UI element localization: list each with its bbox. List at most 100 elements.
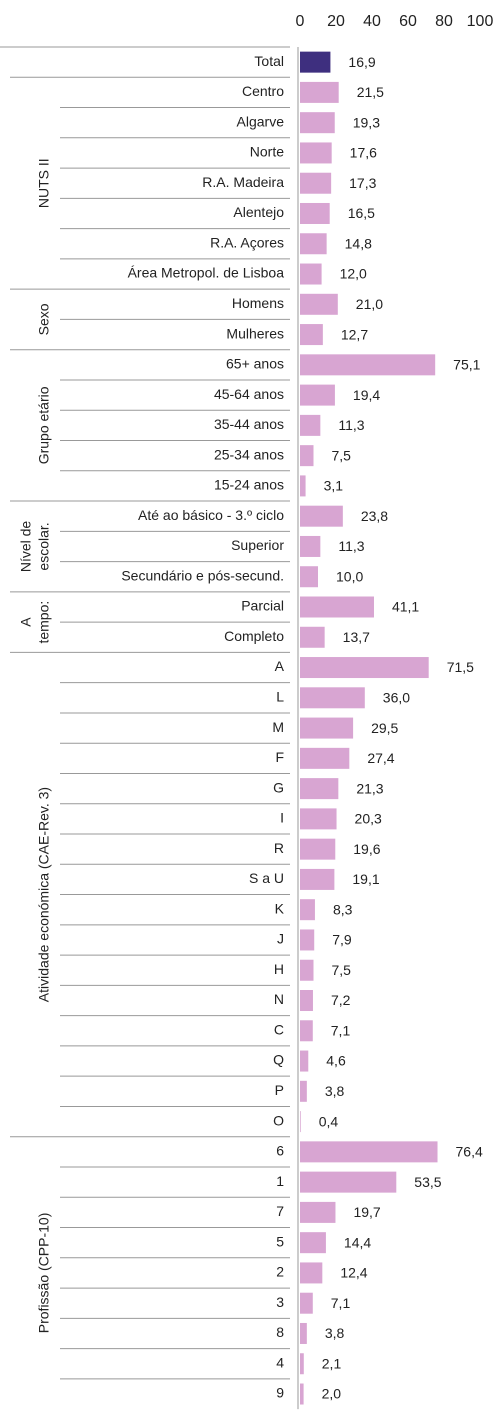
bar <box>300 505 343 527</box>
value-label: 14,4 <box>344 1234 371 1250</box>
x-tick-label: 0 <box>296 13 305 30</box>
group-label: Profissão (CPP-10) <box>36 1213 52 1334</box>
bar <box>300 717 354 739</box>
bar <box>300 263 322 285</box>
value-label: 19,4 <box>353 387 380 403</box>
category-label: Centro <box>242 83 284 99</box>
bar <box>300 1292 313 1314</box>
category-label: 7 <box>276 1203 284 1219</box>
value-label: 19,3 <box>353 114 380 130</box>
group-label: Nível de <box>18 521 34 573</box>
bar <box>300 566 318 588</box>
value-label: 7,2 <box>331 992 351 1008</box>
category-label: 35-44 anos <box>214 416 284 432</box>
category-label: 45-64 anos <box>214 386 284 402</box>
value-label: 16,9 <box>348 54 375 70</box>
category-label: K <box>275 900 285 916</box>
group-label: escolar. <box>36 522 52 570</box>
category-label: J <box>277 931 284 947</box>
bar <box>300 475 306 497</box>
value-label: 7,5 <box>332 962 352 978</box>
bar <box>300 778 339 800</box>
category-label: R <box>274 840 284 856</box>
value-label: 10,0 <box>336 568 363 584</box>
category-label: F <box>275 749 284 765</box>
bar <box>300 354 436 376</box>
x-tick-label: 100 <box>467 13 494 30</box>
category-label: 3 <box>276 1294 284 1310</box>
category-label: G <box>273 779 284 795</box>
value-label: 11,3 <box>338 417 364 433</box>
bar <box>300 990 313 1012</box>
x-tick-label: 60 <box>399 13 417 30</box>
category-label: O <box>273 1112 284 1128</box>
value-label: 3,8 <box>325 1325 345 1341</box>
bar <box>300 172 332 194</box>
value-label: 13,7 <box>343 629 370 645</box>
value-label: 12,4 <box>340 1265 367 1281</box>
category-label: 5 <box>276 1233 284 1249</box>
value-label: 16,5 <box>348 205 375 221</box>
value-label: 27,4 <box>367 750 394 766</box>
group-label: Grupo etário <box>36 386 52 464</box>
bar <box>300 1201 336 1223</box>
category-label: Secundário e pós-secund. <box>121 567 284 583</box>
group-label: Atividade económica (CAE-Rev. 3) <box>36 787 52 1002</box>
bar <box>300 1141 438 1163</box>
bar <box>300 202 330 224</box>
category-label: 6 <box>276 1143 284 1159</box>
category-label: Superior <box>231 537 284 553</box>
value-label: 4,6 <box>326 1053 346 1069</box>
value-label: 75,1 <box>453 357 480 373</box>
bar <box>300 1353 304 1375</box>
bar <box>300 596 374 618</box>
value-label: 21,0 <box>356 296 383 312</box>
category-label: 1 <box>276 1173 284 1189</box>
category-label: Parcial <box>241 598 284 614</box>
bar <box>300 233 327 255</box>
value-label: 3,1 <box>324 478 344 494</box>
bar <box>300 626 325 648</box>
category-label: Mulheres <box>226 325 284 341</box>
category-label: L <box>276 689 284 705</box>
bar <box>300 1050 309 1072</box>
value-label: 36,0 <box>383 690 410 706</box>
x-tick-label: 40 <box>363 13 381 30</box>
category-label: 65+ anos <box>226 356 284 372</box>
category-label: Homens <box>232 295 284 311</box>
x-tick-label: 20 <box>327 13 345 30</box>
bar <box>300 1232 326 1254</box>
value-label: 7,9 <box>332 932 352 948</box>
x-tick-label: 80 <box>435 13 453 30</box>
bar <box>300 293 338 315</box>
category-label: 8 <box>276 1324 284 1340</box>
bar <box>300 1020 313 1042</box>
value-label: 7,1 <box>331 1295 351 1311</box>
value-label: 29,5 <box>371 720 398 736</box>
category-label: Área Metropol. de Lisboa <box>128 265 285 281</box>
group-label: tempo: <box>36 601 52 644</box>
category-label: Q <box>273 1052 284 1068</box>
category-label: Algarve <box>237 113 285 129</box>
value-label: 71,5 <box>447 659 474 675</box>
value-label: 12,7 <box>341 326 368 342</box>
bar <box>300 324 323 346</box>
bar <box>300 868 335 890</box>
bar <box>300 112 335 134</box>
bar <box>300 1080 307 1102</box>
bar <box>300 838 336 860</box>
value-label: 20,3 <box>355 811 382 827</box>
bar <box>300 657 429 679</box>
value-label: 14,8 <box>345 235 372 251</box>
category-label: 25-34 anos <box>214 446 284 462</box>
value-label: 17,3 <box>349 175 376 191</box>
bar <box>300 1111 301 1133</box>
value-label: 2,0 <box>322 1386 342 1402</box>
value-label: 19,7 <box>353 1204 380 1220</box>
category-label: Total <box>254 53 284 69</box>
value-label: 17,6 <box>350 145 377 161</box>
category-label: I <box>280 810 284 826</box>
bar <box>300 414 321 436</box>
category-label: M <box>272 719 284 735</box>
